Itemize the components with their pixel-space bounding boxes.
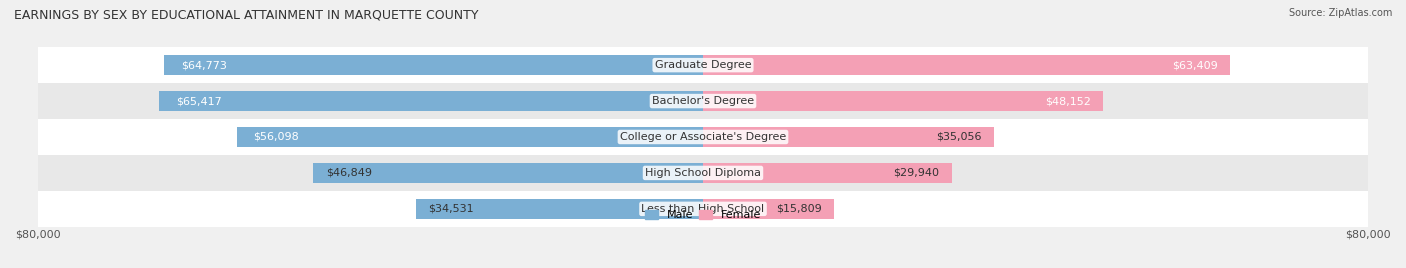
Bar (703, 91, 1104, 111)
Text: $64,773: $64,773 (181, 60, 226, 70)
Text: Bachelor's Degree: Bachelor's Degree (652, 96, 754, 106)
Text: $63,409: $63,409 (1173, 60, 1218, 70)
Bar (159, 91, 703, 111)
Text: $56,098: $56,098 (253, 132, 299, 142)
Bar (38, 83, 1368, 119)
Bar (703, 199, 834, 219)
Legend: Male, Female: Male, Female (640, 206, 766, 225)
Bar (38, 155, 1368, 191)
Text: $46,849: $46,849 (326, 168, 373, 178)
Text: $34,531: $34,531 (429, 204, 474, 214)
Text: EARNINGS BY SEX BY EDUCATIONAL ATTAINMENT IN MARQUETTE COUNTY: EARNINGS BY SEX BY EDUCATIONAL ATTAINMEN… (14, 8, 478, 21)
Bar (314, 163, 703, 183)
Bar (38, 47, 1368, 83)
Bar (38, 119, 1368, 155)
Text: Graduate Degree: Graduate Degree (655, 60, 751, 70)
Text: $29,940: $29,940 (893, 168, 939, 178)
Bar (703, 55, 1230, 75)
Text: College or Associate's Degree: College or Associate's Degree (620, 132, 786, 142)
Bar (38, 191, 1368, 227)
Text: $15,809: $15,809 (776, 204, 823, 214)
Text: $35,056: $35,056 (936, 132, 981, 142)
Bar (236, 127, 703, 147)
Bar (165, 55, 703, 75)
Text: $65,417: $65,417 (176, 96, 222, 106)
Text: Less than High School: Less than High School (641, 204, 765, 214)
Bar (703, 163, 952, 183)
Bar (416, 199, 703, 219)
Text: High School Diploma: High School Diploma (645, 168, 761, 178)
Text: $48,152: $48,152 (1045, 96, 1091, 106)
Text: Source: ZipAtlas.com: Source: ZipAtlas.com (1288, 8, 1392, 18)
Bar (703, 127, 994, 147)
